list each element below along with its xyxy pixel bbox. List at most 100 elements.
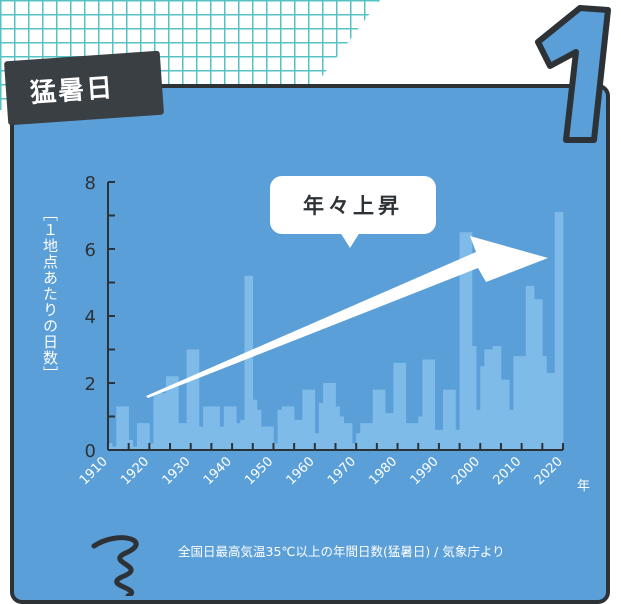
- bar: [244, 275, 249, 450]
- x-tick-label: 2000: [449, 454, 483, 488]
- bar: [401, 362, 407, 450]
- bar: [422, 359, 427, 450]
- bar: [426, 359, 431, 450]
- bar: [215, 406, 220, 450]
- bar: [285, 406, 291, 450]
- bar: [145, 423, 150, 450]
- bar: [252, 399, 258, 450]
- bar: [397, 362, 402, 450]
- bar: [381, 389, 386, 450]
- bar: [161, 393, 167, 450]
- bar: [393, 362, 398, 450]
- bar: [339, 416, 345, 450]
- bar: [409, 423, 415, 450]
- bar: [302, 389, 307, 450]
- bar: [194, 349, 200, 450]
- bar: [414, 423, 419, 450]
- bar: [542, 356, 547, 450]
- bar: [186, 349, 192, 450]
- bar: [447, 389, 452, 450]
- bar: [484, 349, 489, 450]
- bar: [343, 423, 349, 450]
- bar: [178, 423, 183, 450]
- spring-doodle-icon: [91, 535, 139, 596]
- bar: [335, 406, 340, 450]
- x-tick-label: 1960: [284, 454, 318, 488]
- bar: [360, 423, 365, 450]
- bar: [248, 275, 254, 450]
- bar: [256, 409, 262, 450]
- bar: [347, 423, 353, 450]
- source-note: 全国日最高気温35℃以上の年間日数(猛暑日) / 気象庁より: [178, 544, 505, 559]
- bar: [480, 366, 485, 450]
- bar: [174, 376, 179, 450]
- bar: [236, 423, 241, 450]
- bar: [550, 372, 556, 450]
- bar: [232, 406, 237, 450]
- bar: [513, 356, 518, 450]
- bar: [488, 349, 493, 450]
- x-tick-label: 2010: [490, 454, 524, 488]
- bar: [310, 389, 316, 450]
- bar: [538, 299, 543, 450]
- y-tick-label: 8: [85, 173, 96, 194]
- bar: [546, 372, 551, 450]
- bar: [352, 443, 357, 450]
- x-tick-label: 1930: [160, 454, 194, 488]
- x-tick-label: 1970: [325, 454, 359, 488]
- number-one-badge: 1: [535, 5, 611, 143]
- bar: [418, 416, 423, 450]
- bar: [149, 443, 154, 450]
- bar: [116, 406, 121, 450]
- bar: [451, 389, 456, 450]
- bar: [273, 443, 278, 450]
- bar: [438, 429, 444, 450]
- bar: [190, 349, 196, 450]
- callout-bubble: [270, 176, 436, 234]
- bar: [290, 406, 295, 450]
- x-tick-label: 1950: [242, 454, 276, 488]
- bar: [182, 423, 187, 450]
- bar: [389, 413, 394, 450]
- x-axis-unit: 年: [577, 479, 590, 494]
- bar: [112, 446, 117, 450]
- bar: [364, 423, 369, 450]
- x-tick-label: 1940: [201, 454, 235, 488]
- bar: [277, 409, 283, 450]
- bar: [331, 383, 336, 450]
- bar: [261, 426, 266, 450]
- x-tick-label: 1980: [366, 454, 400, 488]
- bar: [430, 359, 436, 450]
- y-axis-label: ［１地点あたりの日数］: [41, 206, 59, 382]
- bar: [525, 285, 531, 450]
- bar: [170, 376, 175, 450]
- bar: [385, 413, 390, 450]
- bar: [132, 446, 138, 450]
- bar: [356, 433, 361, 450]
- bar: [372, 389, 378, 450]
- bar: [207, 406, 212, 450]
- bar: [108, 443, 113, 450]
- bar: [157, 393, 163, 450]
- bar: [269, 426, 274, 450]
- bar: [128, 439, 134, 450]
- chart-card: [10, 84, 610, 604]
- bar: [314, 433, 320, 450]
- bar: [455, 429, 460, 450]
- bar: [521, 356, 527, 450]
- bar: [517, 356, 522, 450]
- bar: [203, 406, 208, 450]
- x-tick-label: 1910: [77, 454, 111, 488]
- bar: [153, 393, 158, 450]
- y-tick-label: 2: [85, 374, 96, 395]
- bar: [459, 232, 465, 450]
- bar: [368, 423, 374, 450]
- bar: [405, 423, 411, 450]
- x-tick-label: 1920: [118, 454, 152, 488]
- bar: [467, 232, 473, 450]
- bar: [558, 212, 564, 450]
- bar: [434, 429, 440, 450]
- y-tick-label: 6: [85, 240, 96, 261]
- y-tick-label: 4: [85, 307, 96, 328]
